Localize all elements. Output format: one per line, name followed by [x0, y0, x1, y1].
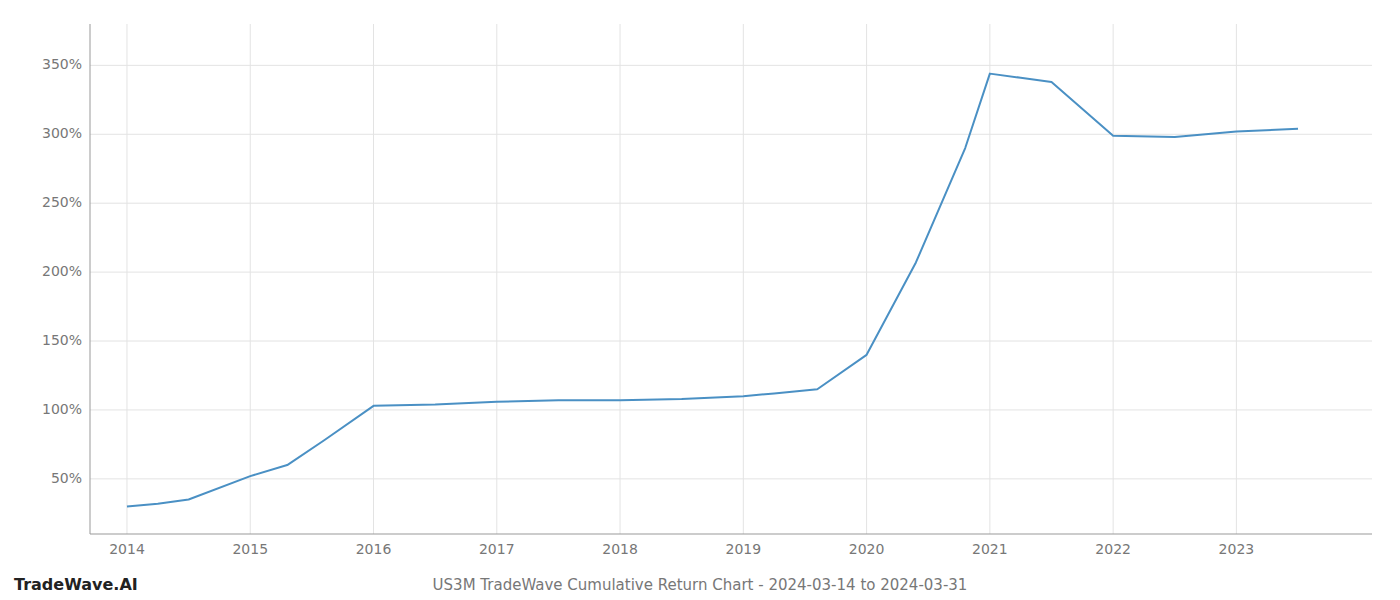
grid-line-x	[743, 24, 744, 534]
y-tick-label: 100%	[42, 401, 82, 417]
y-tick-label: 200%	[42, 263, 82, 279]
grid-line-y	[90, 272, 1372, 273]
y-axis-line	[90, 24, 91, 534]
y-tick-label: 50%	[51, 470, 82, 486]
grid-line-x	[126, 24, 127, 534]
grid-line-y	[90, 409, 1372, 410]
x-tick-label: 2018	[602, 541, 638, 557]
grid-line-y	[90, 341, 1372, 342]
y-tick-label: 350%	[42, 56, 82, 72]
x-tick-label: 2017	[479, 541, 515, 557]
grid-line-x	[1236, 24, 1237, 534]
y-tick-label: 250%	[42, 194, 82, 210]
grid-line-x	[373, 24, 374, 534]
grid-line-x	[496, 24, 497, 534]
chart: 50% 100% 150% 200% 250% 300% 350% 2014 2015 2016 2…	[0, 0, 1400, 600]
plot-area	[127, 74, 1298, 507]
x-tick-label: 2023	[1219, 541, 1255, 557]
grid	[90, 24, 1372, 534]
watermark: TradeWave.AI	[14, 575, 138, 594]
x-tick-label: 2021	[972, 541, 1008, 557]
x-tick-label: 2016	[356, 541, 392, 557]
grid-line-y	[90, 203, 1372, 204]
x-tick-label: 2015	[232, 541, 268, 557]
x-tick-label: 2014	[109, 541, 145, 557]
x-tick-label: 2019	[726, 541, 762, 557]
title: US3M TradeWave Cumulative Return Chart -…	[433, 576, 968, 594]
grid-line-y	[90, 478, 1372, 479]
line	[127, 74, 1298, 507]
grid-line-x	[866, 24, 867, 534]
x-axis-line	[90, 534, 1372, 535]
x-tick-label: 2022	[1095, 541, 1131, 557]
grid-line-x	[1113, 24, 1114, 534]
y-tick-label: 150%	[42, 332, 82, 348]
grid-line-y	[90, 65, 1372, 66]
grid-line-x	[250, 24, 251, 534]
grid-line-y	[90, 134, 1372, 135]
background	[0, 0, 1400, 600]
y-tick-label: 300%	[42, 125, 82, 141]
grid-line-x	[620, 24, 621, 534]
x-tick-label: 2020	[849, 541, 885, 557]
grid-line-x	[989, 24, 990, 534]
